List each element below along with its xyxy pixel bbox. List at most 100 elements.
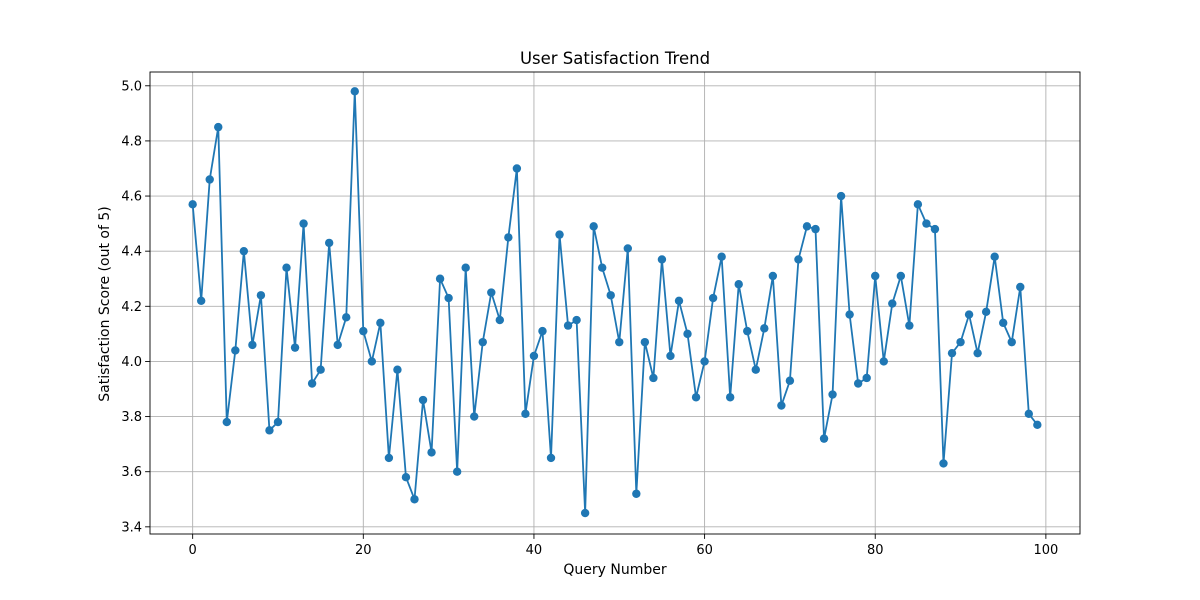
data-point xyxy=(333,340,342,350)
data-point xyxy=(777,401,786,410)
data-point xyxy=(674,296,684,305)
data-point xyxy=(657,255,667,264)
data-point xyxy=(649,373,658,383)
data-point xyxy=(410,495,419,504)
x-tick-label: 20 xyxy=(355,543,372,558)
data-point xyxy=(939,459,948,468)
data-point xyxy=(819,434,829,443)
data-point xyxy=(947,348,957,358)
y-axis-label: Satisfaction Score (out of 5) xyxy=(97,206,113,401)
data-point xyxy=(888,299,897,308)
data-point xyxy=(248,340,257,350)
data-point xyxy=(478,337,487,347)
data-point xyxy=(700,357,709,366)
data-point xyxy=(632,489,641,498)
data-point xyxy=(359,326,368,336)
data-point xyxy=(580,508,590,518)
data-point xyxy=(785,376,795,385)
data-point xyxy=(265,426,274,435)
data-point xyxy=(401,473,411,482)
y-tick-label: 3.6 xyxy=(121,465,142,480)
data-point xyxy=(504,233,513,242)
plot-frame xyxy=(149,71,1081,535)
data-point xyxy=(913,200,923,209)
data-point xyxy=(239,246,249,256)
y-tick-label: 4.0 xyxy=(121,355,142,370)
data-point xyxy=(427,448,436,457)
y-tick-label: 3.4 xyxy=(121,520,142,535)
data-point xyxy=(384,453,394,463)
data-point xyxy=(956,337,965,347)
data-point xyxy=(905,321,914,330)
data-point xyxy=(324,238,334,248)
data-point xyxy=(299,219,308,228)
data-point xyxy=(307,379,317,388)
data-point xyxy=(743,326,752,336)
x-tick-label: 100 xyxy=(1033,543,1058,558)
data-point xyxy=(350,87,359,96)
data-point xyxy=(231,346,240,355)
y-tick-label: 4.6 xyxy=(121,190,142,205)
data-point xyxy=(725,393,735,402)
data-point xyxy=(444,293,453,303)
data-point xyxy=(521,409,530,419)
x-tick-label: 80 xyxy=(867,543,884,558)
x-axis-label: Query Number xyxy=(563,562,666,578)
data-point xyxy=(538,326,547,336)
data-point xyxy=(845,310,854,319)
y-tick-label: 4.4 xyxy=(121,245,142,260)
data-point xyxy=(691,393,701,402)
data-point xyxy=(273,417,283,427)
series xyxy=(188,87,1042,518)
data-point xyxy=(606,291,615,300)
data-point xyxy=(871,271,880,281)
data-point xyxy=(316,365,325,374)
data-point xyxy=(879,357,888,366)
data-point xyxy=(290,343,300,352)
data-point xyxy=(768,271,778,281)
data-point xyxy=(435,274,445,283)
data-point xyxy=(836,191,846,201)
data-point xyxy=(1033,420,1042,430)
data-point xyxy=(964,310,974,319)
data-point xyxy=(794,255,803,264)
data-point xyxy=(666,351,675,361)
data-point xyxy=(734,280,743,289)
data-point xyxy=(802,222,812,231)
series-line xyxy=(191,91,1039,514)
data-point xyxy=(452,467,462,476)
axes: 0 20 40 60 80 100 3.4 3.6 3.8 4.0 4.2 4.4 4.6 4.8 5.0 xyxy=(121,71,1081,558)
data-point xyxy=(188,200,197,209)
data-point xyxy=(862,373,871,383)
data-point xyxy=(1016,282,1025,292)
data-point xyxy=(282,263,291,272)
data-point xyxy=(999,318,1008,328)
y-tick-label: 3.8 xyxy=(121,410,142,425)
data-point xyxy=(418,395,428,405)
data-point xyxy=(342,313,351,322)
data-point xyxy=(461,263,470,272)
data-point xyxy=(196,296,206,305)
y-tick-label: 5.0 xyxy=(121,79,142,94)
data-point xyxy=(546,453,556,463)
data-point xyxy=(922,219,931,228)
data-point xyxy=(683,329,692,339)
data-point xyxy=(367,357,377,366)
data-point xyxy=(214,122,223,132)
data-point xyxy=(393,365,402,374)
x-tick-label: 0 xyxy=(189,543,197,558)
data-point xyxy=(487,288,496,297)
data-point xyxy=(896,271,906,281)
data-point xyxy=(376,318,385,328)
x-tick-label: 60 xyxy=(696,543,713,558)
data-point xyxy=(760,324,769,333)
data-point xyxy=(981,307,991,317)
data-point xyxy=(751,365,760,374)
data-point xyxy=(256,291,266,300)
data-point xyxy=(598,263,607,272)
data-point xyxy=(1024,409,1034,419)
data-point xyxy=(205,175,214,184)
data-point xyxy=(990,252,999,261)
